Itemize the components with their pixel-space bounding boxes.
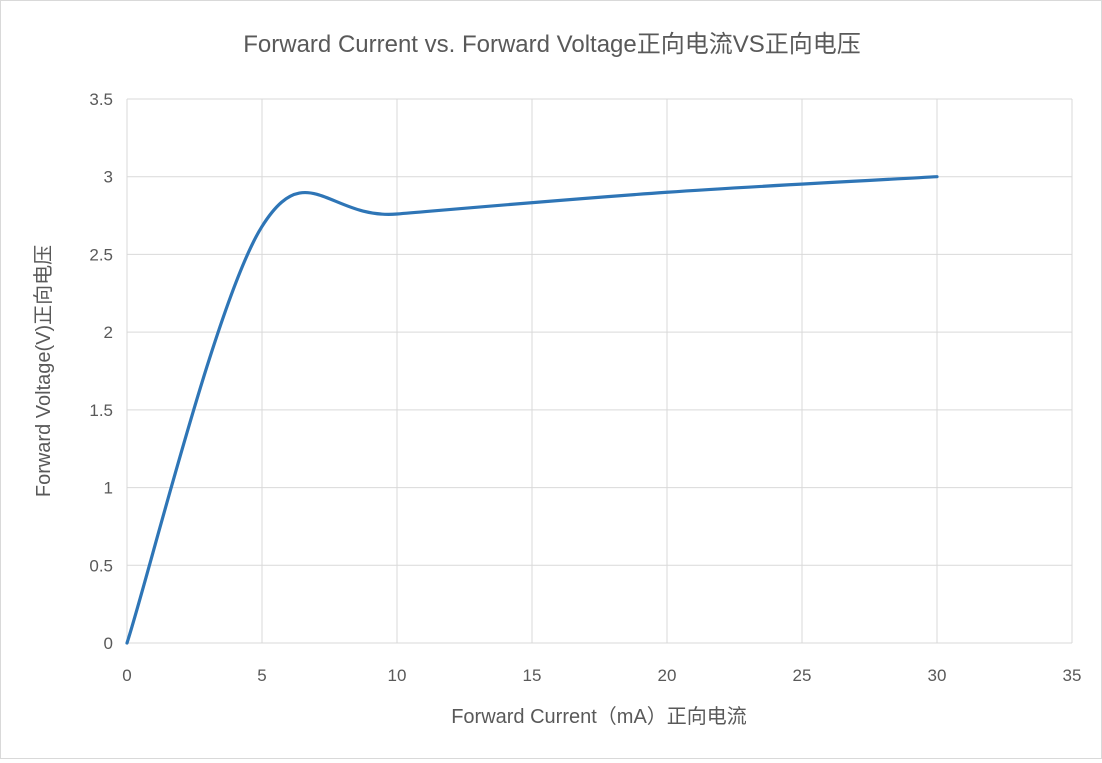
x-tick-label: 35 xyxy=(1063,666,1082,685)
x-tick-label: 20 xyxy=(658,666,677,685)
chart-title: Forward Current vs. Forward Voltage正向电流V… xyxy=(243,31,861,58)
x-axis-title: Forward Current（mA）正向电流 xyxy=(451,705,747,728)
y-tick-label: 0 xyxy=(104,634,113,653)
x-tick-label: 15 xyxy=(523,666,542,685)
y-tick-label: 1.5 xyxy=(89,401,113,420)
x-tick-labels: 0 5 10 15 20 25 30 35 xyxy=(122,666,1081,685)
y-axis-title: Forward Voltage(V)正向电压 xyxy=(32,245,55,497)
x-tick-label: 25 xyxy=(793,666,812,685)
x-tick-label: 30 xyxy=(928,666,947,685)
y-tick-label: 3.5 xyxy=(89,90,113,109)
x-tick-label: 5 xyxy=(257,666,266,685)
y-tick-label: 3 xyxy=(104,168,113,187)
series-line xyxy=(125,175,939,645)
x-tick-label: 0 xyxy=(122,666,131,685)
axis-lines xyxy=(126,99,1072,644)
x-tick-label: 10 xyxy=(388,666,407,685)
grid-lines xyxy=(127,98,1073,643)
series-layer xyxy=(125,175,939,645)
y-tick-label: 0.5 xyxy=(89,556,113,575)
y-tick-label: 2 xyxy=(104,323,113,342)
y-tick-labels: 0 0.5 1 1.5 2 2.5 3 3.5 xyxy=(89,90,113,653)
y-tick-label: 1 xyxy=(104,479,113,498)
y-tick-label: 2.5 xyxy=(89,245,113,264)
